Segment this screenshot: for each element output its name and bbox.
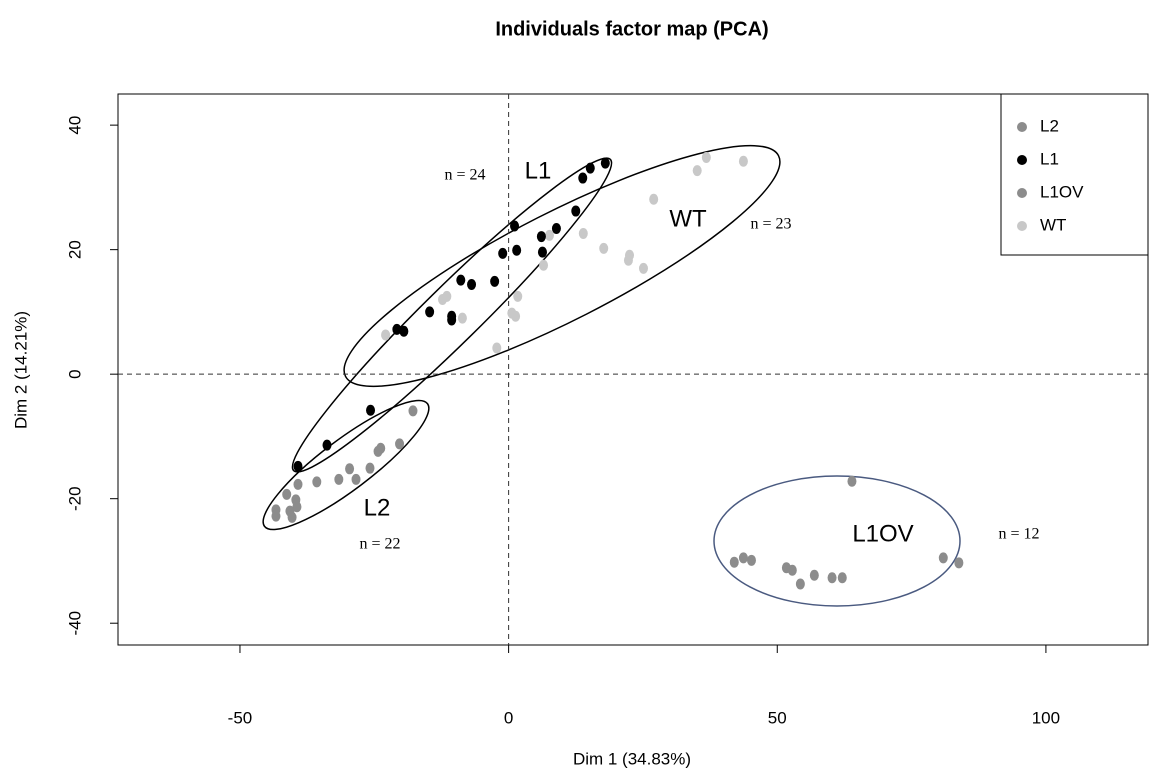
point — [729, 556, 739, 568]
y-axis-label: Dim 2 (14.21%) — [11, 311, 30, 429]
point — [544, 229, 554, 241]
y-tick-label: 20 — [65, 240, 84, 259]
point — [408, 405, 418, 417]
point — [578, 227, 588, 239]
point — [492, 342, 502, 354]
point — [366, 404, 376, 416]
legend-label: L2 — [1040, 116, 1059, 135]
y-tick-label: -20 — [65, 486, 84, 511]
point — [571, 205, 581, 217]
point — [692, 165, 702, 177]
point — [809, 569, 819, 581]
x-tick-label: -50 — [228, 708, 253, 727]
point — [447, 314, 457, 326]
point — [312, 476, 322, 488]
point — [271, 510, 281, 522]
point — [293, 460, 303, 472]
point — [837, 572, 847, 584]
point — [551, 222, 561, 234]
point — [536, 231, 546, 243]
point — [392, 323, 402, 335]
point — [787, 564, 797, 576]
point — [456, 274, 466, 286]
legend-marker — [1017, 188, 1027, 198]
x-axis-label: Dim 1 (34.83%) — [573, 749, 691, 768]
legend-label: L1OV — [1040, 182, 1084, 201]
point — [827, 572, 837, 584]
point — [847, 475, 857, 487]
point — [292, 501, 302, 513]
point — [365, 462, 375, 474]
annotation: n = 24 — [444, 167, 485, 184]
annotation: WT — [669, 205, 707, 232]
point — [746, 554, 756, 566]
point — [954, 557, 964, 569]
point — [498, 247, 508, 259]
point — [701, 152, 711, 164]
point — [585, 162, 595, 174]
y-tick-label: -40 — [65, 611, 84, 636]
point — [578, 172, 588, 184]
ellipse-l1 — [291, 157, 613, 473]
point — [438, 293, 448, 305]
point — [395, 438, 405, 450]
point — [511, 310, 521, 322]
point — [345, 463, 355, 475]
ellipse-l1ov — [713, 475, 961, 607]
point — [513, 290, 523, 302]
point — [623, 254, 633, 266]
plot-frame — [117, 93, 1149, 646]
legend-marker — [1017, 122, 1027, 132]
point — [599, 242, 609, 254]
point — [334, 473, 344, 485]
point — [457, 312, 467, 324]
x-tick-label: 0 — [504, 708, 513, 727]
point — [467, 279, 477, 291]
point — [649, 193, 659, 205]
y-tick-label: 40 — [65, 116, 84, 135]
x-tick-label: 50 — [768, 708, 787, 727]
point — [381, 329, 391, 341]
annotation: L1 — [525, 157, 552, 184]
ellipses — [262, 144, 961, 607]
point — [322, 439, 332, 451]
point — [537, 246, 547, 258]
y-tick-label: 0 — [65, 369, 84, 378]
point — [293, 478, 303, 490]
point — [512, 244, 522, 256]
point — [351, 473, 361, 485]
point — [510, 220, 520, 232]
legend-label: WT — [1040, 215, 1066, 234]
point — [638, 262, 648, 274]
point — [738, 155, 748, 167]
chart-title: Individuals factor map (PCA) — [495, 18, 768, 40]
ellipse-wt — [343, 144, 781, 388]
point — [738, 552, 748, 564]
point — [287, 511, 297, 523]
point — [399, 325, 409, 337]
annotation: L2 — [364, 494, 391, 521]
point — [490, 275, 500, 287]
point — [795, 578, 805, 590]
point — [539, 259, 549, 271]
annotation: n = 23 — [750, 216, 791, 233]
point — [282, 488, 292, 500]
annotation: L1OV — [852, 520, 913, 547]
point — [425, 306, 435, 318]
x-tick-label: 100 — [1032, 708, 1060, 727]
annotation: n = 12 — [998, 526, 1039, 543]
legend-marker — [1017, 155, 1027, 165]
legend-label: L1 — [1040, 149, 1059, 168]
annotation: n = 22 — [359, 536, 400, 553]
point — [938, 552, 948, 564]
point — [600, 157, 610, 169]
legend-marker — [1017, 221, 1027, 231]
point — [373, 445, 383, 457]
